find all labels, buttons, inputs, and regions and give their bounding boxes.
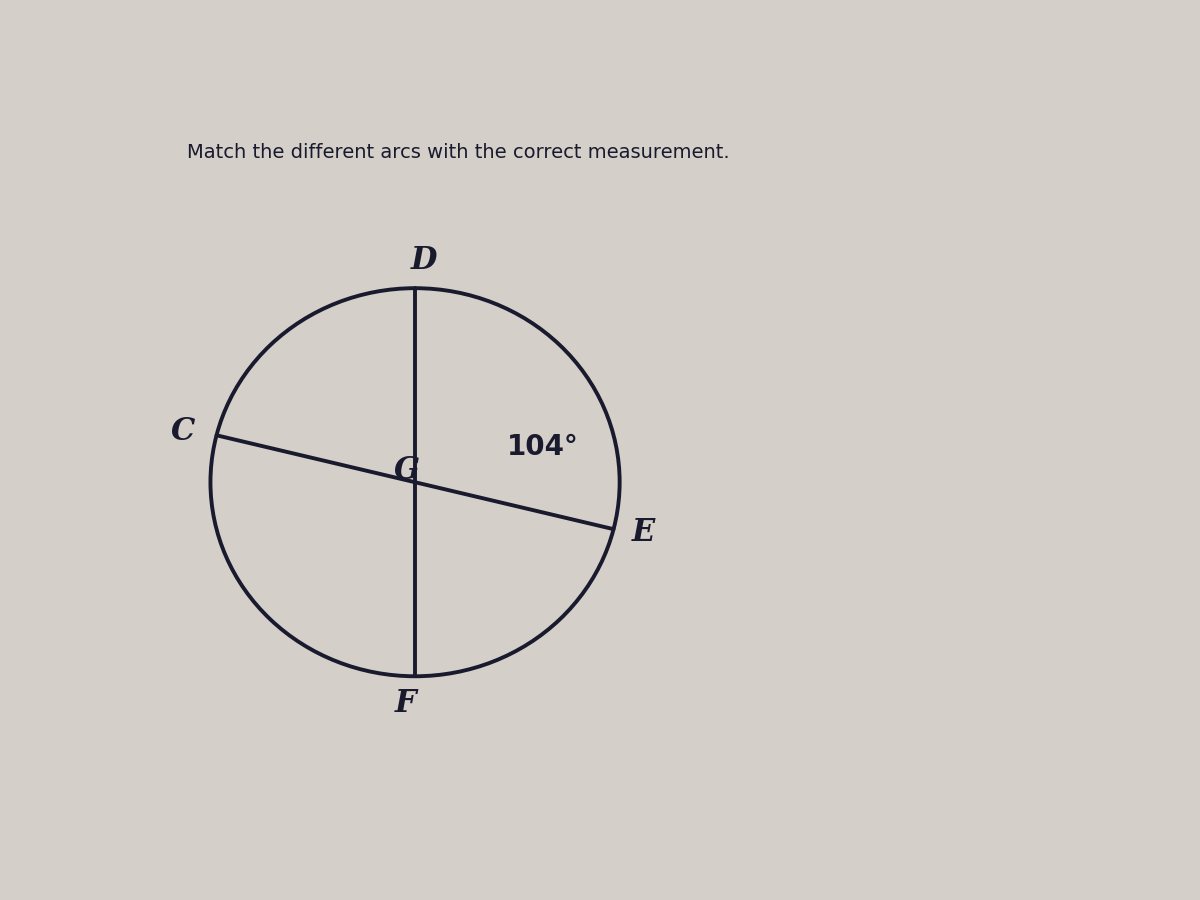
Text: 104°: 104° [508, 433, 578, 462]
Text: F: F [395, 688, 416, 719]
Text: E: E [632, 518, 655, 548]
Text: D: D [412, 245, 438, 276]
Text: G: G [394, 454, 420, 485]
Text: Match the different arcs with the correct measurement.: Match the different arcs with the correc… [187, 142, 730, 162]
Text: C: C [170, 417, 196, 447]
